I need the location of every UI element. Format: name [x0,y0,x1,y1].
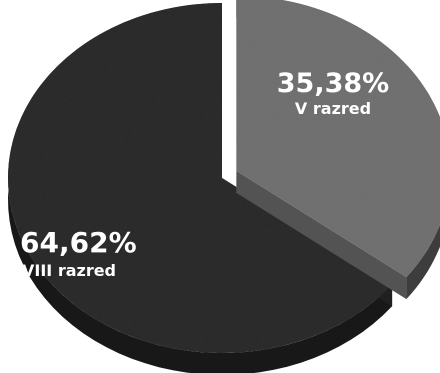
slice-label-v-razred: 35,38% V razred [277,68,389,118]
slice-value-viii-razred: 64,62% [20,226,137,259]
pie-slice-top-v-razred [236,0,440,278]
pie-slice-top-viii-razred [8,3,393,353]
pie-slice-v-razred [236,0,440,300]
slice-name-v-razred: V razred [295,99,371,118]
slice-label-viii-razred: 64,62% VIII razred [20,226,137,280]
slice-name-viii-razred: VIII razred [22,261,116,280]
pie-slice-side-viii-razred [8,3,393,373]
slice-value-v-razred: 35,38% [277,68,389,99]
pie-slice-face-v-razred-1 [236,170,407,300]
pie-slice-side-v-razred [236,0,440,300]
